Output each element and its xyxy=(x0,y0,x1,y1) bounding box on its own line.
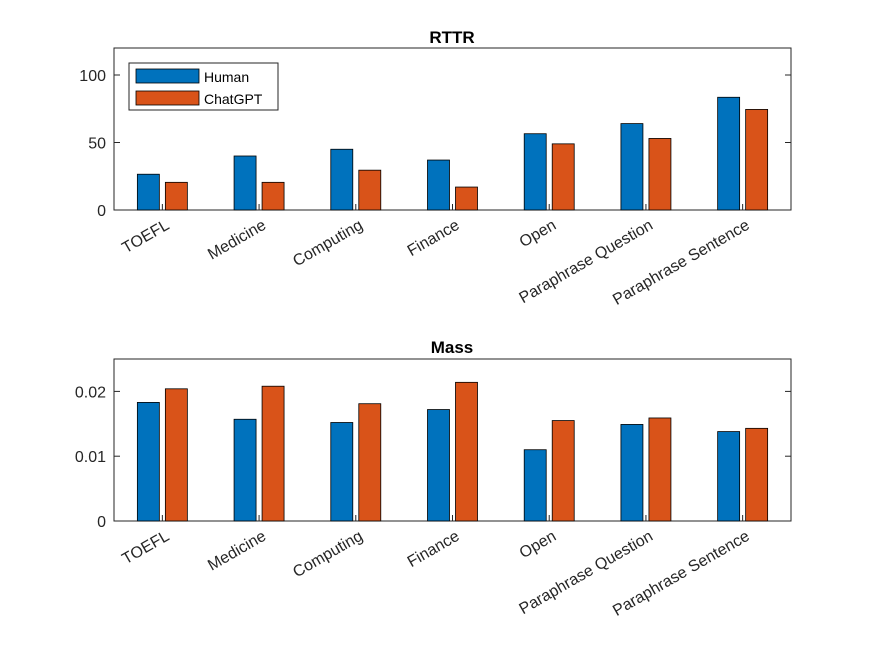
legend-label-chatgpt: ChatGPT xyxy=(204,91,263,107)
y-tick-label: 50 xyxy=(88,136,106,153)
bar-human xyxy=(717,96,741,211)
legend: Human ChatGPT xyxy=(128,62,279,111)
x-tick-label: Medicine xyxy=(205,217,269,264)
y-tick-label: 0.02 xyxy=(75,384,106,401)
bar-chatgpt xyxy=(358,403,382,522)
bar-human xyxy=(523,449,547,522)
bar-chatgpt xyxy=(164,388,188,522)
bar-human xyxy=(620,123,644,211)
bar-human xyxy=(620,424,644,522)
bar-chatgpt xyxy=(648,417,672,522)
mass-chart: Mass 0 0.01 0.02 TOEFL Medicine Computing Finan… xyxy=(75,338,792,620)
axes-box xyxy=(113,358,792,522)
bar-human xyxy=(427,159,450,211)
bar-human xyxy=(136,173,160,211)
bar-chatgpt xyxy=(261,181,285,211)
bar-chatgpt xyxy=(455,381,478,522)
x-tick-label: Computing xyxy=(290,528,366,581)
x-tick-label: Computing xyxy=(290,217,366,270)
x-tick-label: Medicine xyxy=(205,528,269,575)
y-tick-label: 0 xyxy=(97,203,106,220)
chart-title: RTTR xyxy=(429,28,474,47)
bar-chatgpt xyxy=(551,143,575,211)
y-tick-label: 0.01 xyxy=(75,449,106,466)
bar-chatgpt xyxy=(455,186,478,211)
bar-chatgpt xyxy=(261,385,285,522)
x-tick-label: Finance xyxy=(405,217,463,260)
bar-human xyxy=(717,431,741,522)
bar-chatgpt xyxy=(551,420,575,522)
bar-chatgpt xyxy=(164,181,188,211)
legend-swatch-chatgpt xyxy=(135,90,200,106)
bar-human xyxy=(427,409,450,522)
y-tick-label: 100 xyxy=(79,68,106,85)
bar-chatgpt xyxy=(648,138,672,211)
chart-title: Mass xyxy=(431,338,474,357)
bar-chatgpt xyxy=(358,169,382,211)
bar-human xyxy=(233,155,257,211)
x-tick-label: TOEFL xyxy=(119,528,172,568)
bar-chatgpt xyxy=(745,109,769,211)
bar-human xyxy=(330,148,354,211)
x-tick-label: Open xyxy=(517,217,559,251)
bar-human xyxy=(233,418,257,522)
x-tick-label: Open xyxy=(517,528,559,562)
x-tick-label: Finance xyxy=(405,528,463,571)
x-tick-label: TOEFL xyxy=(119,217,172,257)
bar-human xyxy=(523,133,547,211)
y-tick-label: 0 xyxy=(97,514,106,531)
bar-human xyxy=(330,422,354,522)
bar-human xyxy=(136,402,160,522)
bar-chatgpt xyxy=(745,427,769,522)
legend-swatch-human xyxy=(135,68,200,84)
legend-label-human: Human xyxy=(204,69,249,85)
